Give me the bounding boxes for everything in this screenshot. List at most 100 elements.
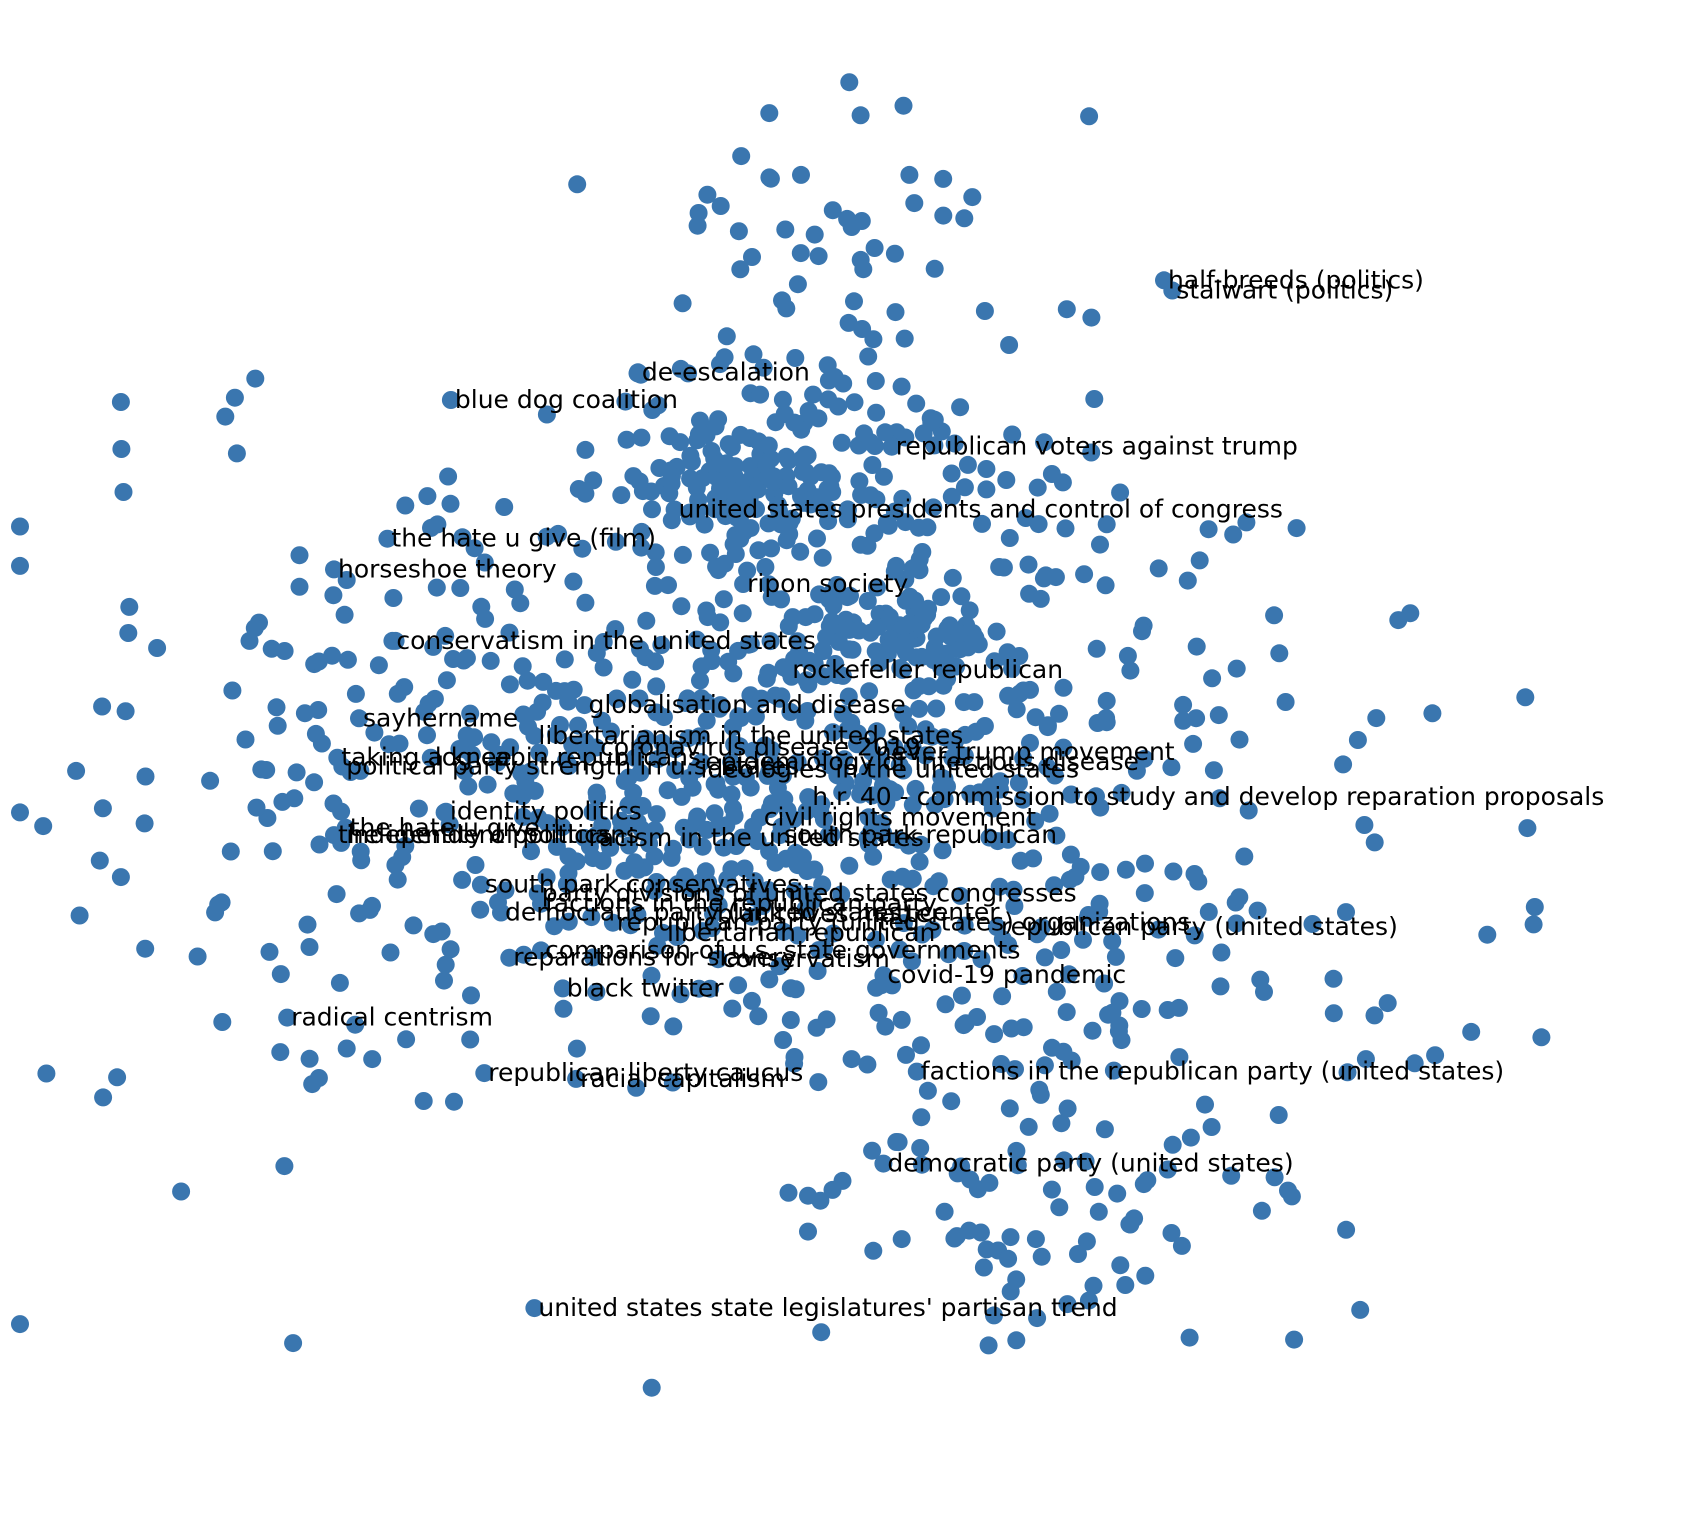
scatter-point: [388, 870, 407, 889]
scatter-point: [660, 427, 679, 446]
scatter-point: [1042, 1180, 1061, 1199]
scatter-point: [1014, 749, 1033, 768]
point-label: libertarianism in the united states: [538, 721, 963, 750]
scatter-point: [1035, 948, 1054, 967]
scatter-point: [943, 748, 962, 767]
scatter-point: [1287, 519, 1306, 538]
scatter-point: [725, 806, 744, 825]
scatter-point: [722, 753, 741, 772]
scatter-point: [697, 692, 716, 711]
scatter-point: [899, 836, 918, 855]
scatter-point: [742, 991, 761, 1010]
scatter-point: [1338, 1063, 1357, 1082]
scatter-point: [1149, 920, 1168, 939]
scatter-point: [799, 1186, 817, 1205]
scatter-point: [606, 532, 625, 551]
scatter-point: [1038, 718, 1057, 737]
scatter-point: [823, 201, 842, 220]
scatter-point: [213, 1013, 232, 1031]
scatter-point: [475, 553, 494, 572]
scatter-point: [351, 842, 370, 861]
scatter-point: [711, 479, 729, 498]
scatter-point: [660, 484, 679, 503]
scatter-point: [864, 847, 883, 866]
scatter-point: [824, 596, 843, 615]
scatter-point: [711, 613, 730, 632]
scatter-point: [932, 768, 951, 787]
scatter-point: [864, 330, 883, 349]
scatter-point: [958, 455, 977, 474]
scatter-point: [554, 999, 573, 1018]
scatter-point: [1007, 700, 1026, 719]
scatter-point: [1210, 789, 1229, 808]
scatter-point: [525, 781, 544, 800]
scatter-point: [93, 799, 112, 818]
scatter-point: [897, 1045, 915, 1064]
scatter-point: [428, 515, 447, 534]
labeled-point: [492, 903, 510, 922]
scatter-point: [1031, 1085, 1050, 1104]
scatter-point: [576, 484, 595, 503]
scatter-point: [1050, 1198, 1069, 1217]
scatter-point: [942, 487, 961, 506]
scatter-point: [1080, 107, 1099, 126]
scatter-point: [759, 663, 778, 682]
scatter-point: [697, 820, 716, 839]
scatter-point: [1174, 695, 1193, 714]
scatter-point: [774, 1031, 793, 1049]
scatter-point: [309, 652, 328, 671]
scatter-point: [876, 1017, 895, 1036]
scatter-point: [952, 587, 971, 606]
scatter-point: [687, 630, 706, 649]
scatter-point: [1089, 1202, 1108, 1221]
scatter-point: [797, 802, 816, 821]
labeled-point: [882, 437, 901, 456]
scatter-point: [980, 1173, 999, 1192]
scatter-point: [1047, 826, 1066, 845]
scatter-point: [369, 656, 388, 675]
scatter-point: [1334, 755, 1353, 774]
scatter-point: [900, 614, 919, 633]
scatter-point: [832, 885, 851, 904]
scatter-point: [868, 578, 886, 597]
scatter-point: [1282, 1187, 1301, 1206]
point-label: the hate u give: [350, 813, 540, 842]
scatter-point: [788, 926, 807, 945]
scatter-point: [900, 587, 919, 606]
scatter-point: [912, 647, 931, 666]
point-label: democratic party (united states) center: [505, 898, 1000, 927]
scatter-point: [707, 557, 726, 576]
scatter-point: [999, 935, 1018, 954]
scatter-point: [867, 722, 886, 741]
scatter-point: [1013, 967, 1032, 985]
scatter-point: [1478, 925, 1497, 944]
scatter-point: [951, 886, 970, 905]
scatter-point: [894, 914, 913, 933]
scatter-point: [914, 424, 933, 443]
scatter-point: [451, 579, 470, 597]
scatter-point: [290, 577, 309, 596]
scatter-point: [759, 436, 778, 455]
scatter-point: [820, 617, 839, 636]
scatter-point: [593, 711, 611, 730]
scatter-point: [271, 1043, 290, 1062]
scatter-point: [623, 670, 642, 689]
scatter-point: [835, 750, 854, 769]
scatter-point: [1087, 787, 1105, 806]
scatter-point: [866, 372, 885, 390]
scatter-point: [172, 1182, 191, 1201]
scatter-point: [67, 761, 86, 780]
scatter-point: [1158, 1160, 1177, 1179]
scatter-point: [436, 626, 455, 645]
scatter-point: [1004, 880, 1023, 899]
scatter-point: [424, 637, 443, 656]
scatter-point: [970, 783, 989, 802]
scatter-point: [785, 882, 804, 900]
scatter-point: [1050, 704, 1068, 723]
scatter-point: [632, 538, 651, 557]
scatter-point: [744, 345, 763, 364]
scatter-point: [804, 385, 823, 404]
scatter-point: [1007, 1270, 1026, 1289]
scatter-point: [733, 604, 752, 623]
point-label: ideologies in the united states: [700, 754, 1079, 783]
